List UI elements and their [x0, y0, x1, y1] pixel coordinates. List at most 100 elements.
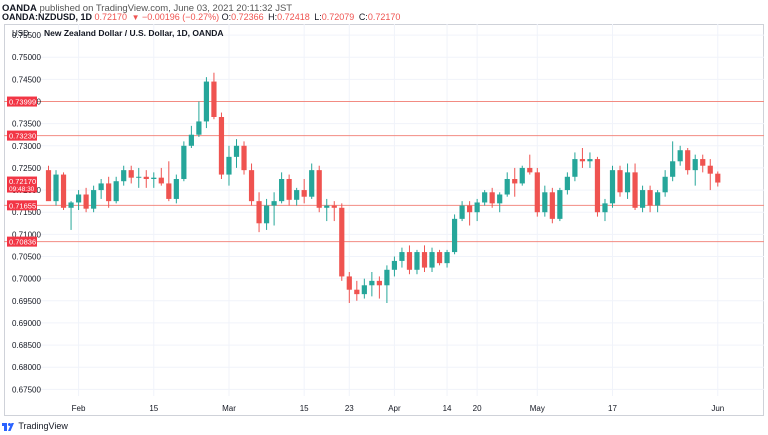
y-tick-label: 0.74500	[12, 75, 41, 84]
y-tick-label: 0.68500	[12, 341, 41, 350]
footer-brand-label: TradingView	[18, 421, 68, 431]
level-price-tag-label: 0.71655	[9, 201, 36, 210]
candle-body	[248, 170, 255, 202]
candle-body	[677, 150, 683, 162]
x-tick-label: 23	[345, 404, 354, 413]
publisher-name: OANDA	[2, 3, 37, 14]
high-label: H:	[268, 12, 278, 22]
candle-body	[572, 159, 578, 177]
candle-body	[68, 202, 74, 208]
footer-brand[interactable]: TradingView	[2, 418, 68, 434]
candle-body	[421, 252, 428, 268]
high-value: 0.72418	[277, 12, 310, 22]
candle-body	[504, 179, 510, 195]
tradingview-logo-icon	[2, 422, 14, 431]
candle-body	[211, 81, 217, 117]
x-tick-label: 20	[473, 404, 482, 413]
y-tick-label: 0.69000	[12, 319, 41, 328]
symbol-name[interactable]: OANDA:NZDUSD, 1D	[2, 12, 92, 22]
y-unit-label: USD	[12, 29, 29, 38]
candle-body	[594, 159, 601, 213]
axes: 0.755000.750000.745000.740000.735000.730…	[12, 31, 724, 413]
candle-body	[45, 170, 52, 202]
y-tick-label: 0.73500	[12, 120, 41, 129]
candle-body	[106, 183, 112, 202]
candle-body	[166, 183, 172, 199]
candle-body	[98, 183, 104, 191]
candle-body	[271, 201, 277, 206]
candle-body	[91, 190, 97, 209]
y-tick-label: 0.68000	[12, 363, 41, 372]
candle-body	[384, 269, 390, 286]
price-tags: 0.73999 0.73230 0.71655 0.70836 0.7217009:48…	[7, 96, 37, 247]
candle-body	[617, 170, 623, 193]
candle-body	[316, 170, 322, 208]
candle-body	[226, 156, 232, 175]
candle-body	[489, 192, 495, 204]
candle-body	[339, 207, 345, 277]
x-tick-label: May	[530, 404, 545, 413]
candle-body	[136, 176, 142, 178]
candle-body	[549, 192, 555, 219]
candle-body	[346, 276, 352, 290]
level-price-tag	[7, 130, 37, 141]
candle-body	[670, 161, 676, 177]
y-tick-label: 0.73000	[12, 142, 41, 151]
candle-body	[406, 252, 413, 270]
candle-body	[497, 194, 503, 204]
y-tick-label: 0.71500	[12, 208, 41, 217]
y-tick-label: 0.69500	[12, 297, 41, 306]
candle-body	[429, 252, 435, 268]
x-tick-label: Apr	[388, 404, 401, 413]
candle-body	[241, 145, 247, 171]
grid-layer	[40, 24, 764, 396]
candles	[45, 72, 721, 303]
candle-body	[151, 177, 157, 179]
candle-body	[542, 192, 548, 213]
y-tick-label: 0.67500	[12, 385, 41, 394]
candle-body	[369, 280, 375, 286]
last-price-tag-label: 0.72170	[9, 177, 36, 186]
candle-body	[557, 190, 563, 219]
candle-body	[279, 179, 285, 202]
candle-body	[309, 170, 315, 197]
y-tick-label: 0.75500	[12, 31, 41, 40]
candle-body	[609, 170, 616, 204]
open-label: O:	[221, 12, 232, 22]
candle-body	[436, 252, 443, 264]
candle-body	[512, 179, 518, 184]
candle-body	[474, 202, 480, 213]
close-label: C:	[358, 12, 368, 22]
candle-body	[121, 170, 127, 182]
candle-body	[128, 170, 134, 178]
candle-body	[707, 165, 713, 174]
candle-body	[564, 176, 570, 191]
candle-body	[256, 201, 262, 224]
candle-body	[632, 172, 638, 208]
candle-body	[399, 252, 405, 261]
candle-body	[203, 81, 210, 122]
y-tick-label: 0.70500	[12, 253, 41, 262]
candle-body	[414, 252, 420, 270]
candle-body	[624, 172, 631, 193]
countdown-label: 09:48:30	[9, 186, 35, 193]
x-tick-label: 17	[608, 404, 617, 413]
candle-body	[196, 121, 202, 135]
candle-body	[376, 280, 382, 286]
low-value: 0.72079	[321, 12, 355, 22]
chart-title: New Zealand Dollar / U.S. Dollar, 1D, OA…	[44, 28, 223, 38]
candle-body	[53, 174, 59, 202]
candle-body	[158, 177, 164, 184]
level-price-tag-label: 0.70836	[9, 238, 36, 247]
candle-body	[60, 174, 67, 208]
candle-body	[534, 172, 540, 213]
candle-body	[482, 192, 488, 203]
candle-body	[286, 179, 292, 200]
level-price-tag	[7, 200, 37, 211]
symbol-info-bar: OANDA:NZDUSD, 1D 0.72170 ▼ −0.00196 (−0.…	[0, 10, 768, 24]
candle-body	[467, 205, 473, 213]
x-tick-label: Feb	[72, 404, 86, 413]
price-change: −0.00196 (−0.27%)	[142, 12, 220, 22]
y-tick-label: 0.75000	[12, 53, 41, 62]
